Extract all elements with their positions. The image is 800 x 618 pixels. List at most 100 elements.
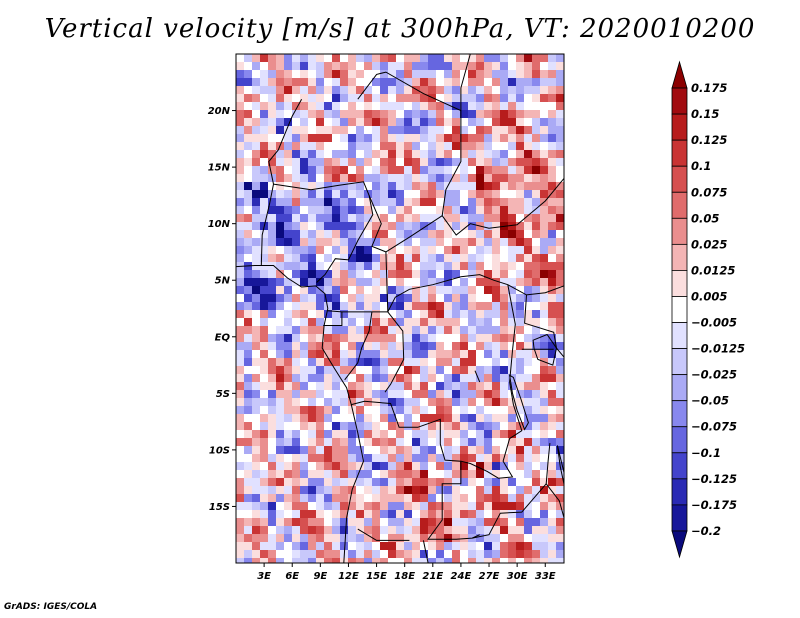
field-cell xyxy=(436,238,445,247)
field-cell xyxy=(500,206,509,215)
field-cell xyxy=(364,382,373,391)
field-cell xyxy=(516,118,525,127)
field-cell xyxy=(492,126,501,135)
field-cell xyxy=(332,150,341,159)
field-cell xyxy=(548,182,557,191)
field-cell xyxy=(452,398,461,407)
field-cell xyxy=(316,166,325,175)
field-cell xyxy=(412,502,421,511)
field-cell xyxy=(420,446,429,455)
field-cell xyxy=(388,510,397,519)
velocity-field xyxy=(236,54,564,563)
field-cell xyxy=(556,406,564,415)
field-cell xyxy=(436,54,445,63)
field-cell xyxy=(492,534,501,543)
field-cell xyxy=(372,350,381,359)
field-cell xyxy=(236,382,245,391)
field-cell xyxy=(452,254,461,263)
field-cell xyxy=(260,534,269,543)
field-cell xyxy=(548,294,557,303)
field-cell xyxy=(260,294,269,303)
field-cell xyxy=(276,230,285,239)
field-cell xyxy=(556,254,564,263)
field-cell xyxy=(268,342,277,351)
field-cell xyxy=(308,494,317,503)
field-cell xyxy=(308,462,317,471)
field-cell xyxy=(476,342,485,351)
field-cell xyxy=(292,294,301,303)
field-cell xyxy=(364,462,373,471)
field-cell xyxy=(476,102,485,111)
field-cell xyxy=(444,366,453,375)
field-cell xyxy=(420,78,429,87)
boundary-line xyxy=(357,528,410,541)
field-cell xyxy=(412,518,421,527)
field-cell xyxy=(356,430,365,439)
field-cell xyxy=(332,190,341,199)
field-cell xyxy=(516,478,525,487)
field-cell xyxy=(388,118,397,127)
field-cell xyxy=(308,438,317,447)
field-cell xyxy=(500,438,509,447)
field-cell xyxy=(252,366,261,375)
field-cell xyxy=(340,286,349,295)
field-cell xyxy=(460,310,469,319)
field-cell xyxy=(468,158,477,167)
field-cell xyxy=(292,486,301,495)
field-cell xyxy=(244,206,253,215)
field-cell xyxy=(388,70,397,79)
field-cell xyxy=(556,222,564,231)
field-cell xyxy=(308,294,317,303)
field-cell xyxy=(404,166,413,175)
field-cell xyxy=(396,558,405,563)
field-cell xyxy=(460,414,469,423)
field-cell xyxy=(268,502,277,511)
field-cell xyxy=(284,414,293,423)
field-cell xyxy=(524,342,533,351)
field-cell xyxy=(244,422,253,431)
field-cell xyxy=(388,214,397,223)
field-cell xyxy=(308,102,317,111)
field-cell xyxy=(300,350,309,359)
field-cell xyxy=(292,310,301,319)
field-cell xyxy=(540,342,549,351)
field-cell xyxy=(364,398,373,407)
field-cell xyxy=(436,254,445,263)
field-cell xyxy=(324,230,333,239)
field-cell xyxy=(500,182,509,191)
field-cell xyxy=(340,326,349,335)
field-cell xyxy=(292,422,301,431)
field-cell xyxy=(388,502,397,511)
field-cell xyxy=(556,398,564,407)
field-cell xyxy=(308,446,317,455)
field-cell xyxy=(508,358,517,367)
field-cell xyxy=(356,470,365,479)
field-cell xyxy=(300,166,309,175)
field-cell xyxy=(460,446,469,455)
field-cell xyxy=(484,438,493,447)
field-cell xyxy=(404,158,413,167)
field-cell xyxy=(380,142,389,151)
field-cell xyxy=(236,70,245,79)
grads-credit: GrADS: IGES/COLA xyxy=(4,602,98,612)
field-cell xyxy=(508,238,517,247)
field-cell xyxy=(492,214,501,223)
field-cell xyxy=(540,238,549,247)
field-cell xyxy=(508,246,517,255)
field-cell xyxy=(476,326,485,335)
field-cell xyxy=(348,190,357,199)
field-cell xyxy=(348,334,357,343)
colorbar-swatch xyxy=(671,243,688,271)
field-cell xyxy=(244,94,253,103)
field-cell xyxy=(500,54,509,63)
field-cell xyxy=(396,190,405,199)
field-cell xyxy=(252,550,261,559)
field-cell xyxy=(444,414,453,423)
field-cell xyxy=(316,102,325,111)
field-cell xyxy=(404,398,413,407)
field-cell xyxy=(420,430,429,439)
field-cell xyxy=(348,438,357,447)
field-cell xyxy=(476,262,485,271)
field-cell xyxy=(268,478,277,487)
field-cell xyxy=(276,446,285,455)
